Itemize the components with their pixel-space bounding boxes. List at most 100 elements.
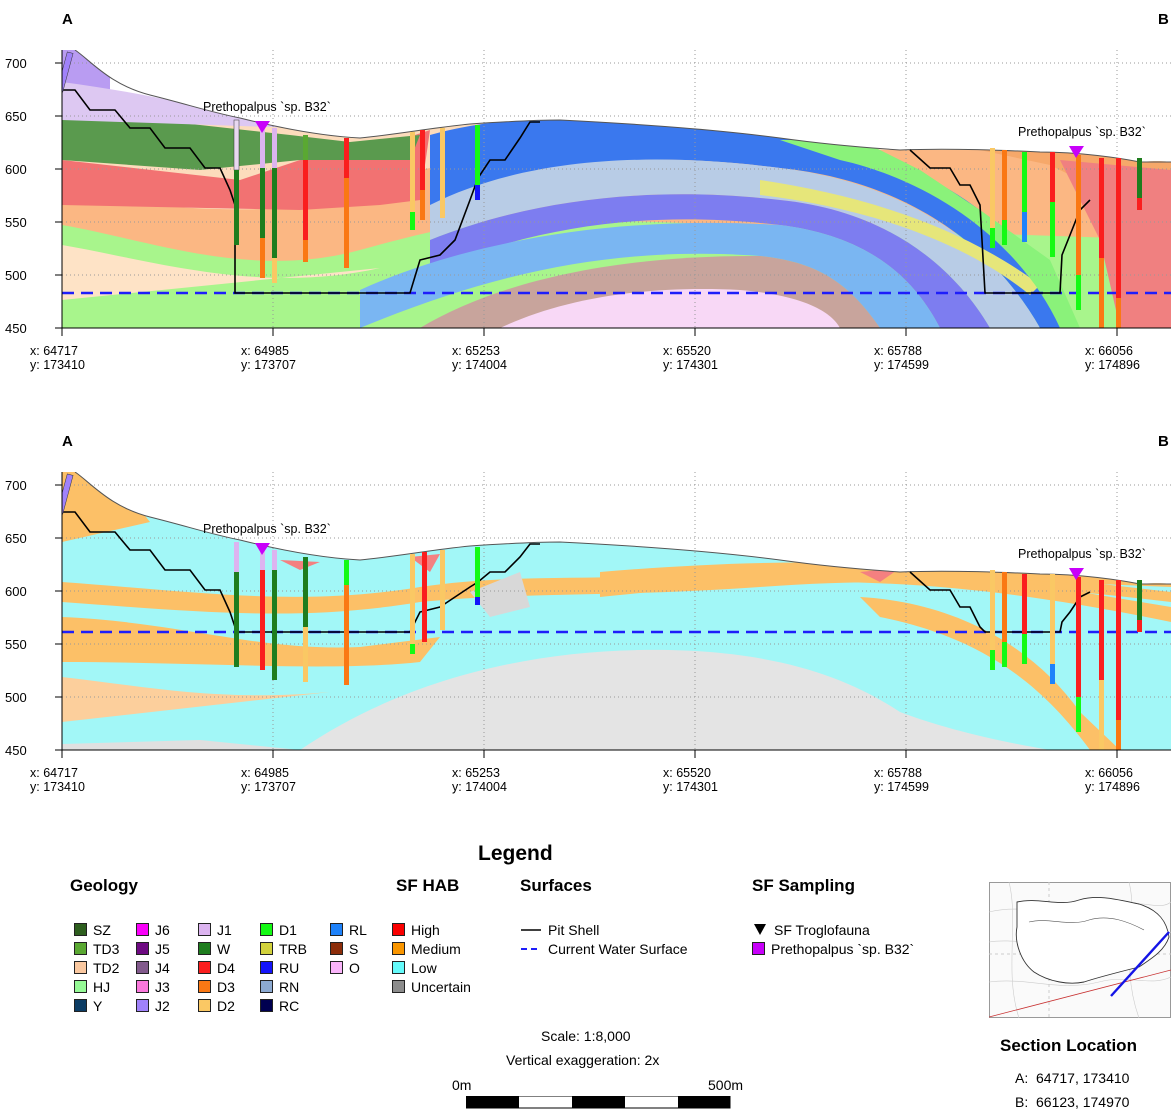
y-tick-label: 700 <box>5 478 27 493</box>
legend-item-label: D4 <box>217 959 235 976</box>
geology-layer-ru <box>430 194 990 328</box>
surfaces-legend-title: Surfaces <box>520 876 592 895</box>
section-location-title: Section Location <box>1000 1036 1137 1055</box>
legend-item-label: Current Water Surface <box>548 940 688 957</box>
terrain-sky <box>62 472 1171 584</box>
legend-item: Prethopalpus `sp. B32` <box>752 939 914 958</box>
swatch <box>136 980 149 993</box>
swatch <box>74 942 87 955</box>
x-tick-label: y: 174004 <box>452 358 507 372</box>
legend-item: SZ <box>74 920 136 939</box>
legend-item: Y <box>74 996 136 1015</box>
x-tick-label: y: 174301 <box>663 358 718 372</box>
sf-hab-legend-title: SF HAB <box>396 876 460 895</box>
geology-layer-j1 <box>62 82 300 128</box>
geology-legend: SZ TD3 TD2 HJ Y J6 J5 J4 J3 J2 J1 W D4 D… <box>74 920 390 1015</box>
legend-item-label: O <box>349 959 360 976</box>
x-tick-label: x: 64717 <box>30 766 78 780</box>
boreholes <box>62 473 1142 750</box>
pit-shell-symbol <box>521 928 541 931</box>
habitat-uncertain-zone <box>300 649 1050 750</box>
section-location-point: A: 64717, 173410 <box>1015 1070 1129 1086</box>
geology-legend-column: SZ TD3 TD2 HJ Y <box>74 920 136 1015</box>
scale-text: Scale: 1:8,000 <box>541 1028 631 1044</box>
y-tick-label: 550 <box>5 637 27 652</box>
habitat-medium-zone <box>600 562 1171 622</box>
geology-layer-o <box>500 289 840 328</box>
scale-bar-end-label: 500m <box>708 1077 744 1093</box>
section-end-label: B <box>1158 433 1169 450</box>
legend-item: S <box>330 939 390 958</box>
swatch <box>260 961 273 974</box>
legend-item: TD3 <box>74 939 136 958</box>
legend-item-label: Pit Shell <box>548 921 600 938</box>
y-tick-label: 500 <box>5 690 27 705</box>
section-point-key: A: <box>1015 1070 1029 1086</box>
prethopalpus-sample-marker <box>255 543 270 555</box>
legend-item: RU <box>260 958 330 977</box>
geology-layer-light-tan <box>62 245 380 300</box>
swatch <box>74 923 87 936</box>
legend-item-label: D1 <box>279 921 297 938</box>
terrain-surface-line <box>74 472 1171 585</box>
x-axis-ticks: x: 64717 y: 173410 x: 64985 y: 173707 x:… <box>30 766 1140 794</box>
legend-item: O <box>330 958 390 977</box>
legend-item: J1 <box>198 920 260 939</box>
x-tick-label: y: 174599 <box>874 358 929 372</box>
species-annotation: Prethopalpus `sp. B32` <box>1018 125 1146 139</box>
legend-item-label: J5 <box>155 940 170 957</box>
legend-item: TRB <box>260 939 330 958</box>
triangle-down-icon <box>754 924 766 935</box>
swatch <box>136 999 149 1012</box>
x-tick-label: x: 66056 <box>1085 766 1133 780</box>
legend-item-label: RL <box>349 921 367 938</box>
legend-item: HJ <box>74 977 136 996</box>
geology-layer-light-blue <box>360 222 940 328</box>
legend-item: J6 <box>136 920 198 939</box>
legend-item-label: Medium <box>411 940 461 957</box>
x-tick-label: y: 173707 <box>241 358 296 372</box>
legend-item: RC <box>260 996 330 1015</box>
legend-item-label: D2 <box>217 997 235 1014</box>
y-tick-label: 650 <box>5 531 27 546</box>
prethopalpus-sample-marker <box>1069 568 1084 580</box>
swatch <box>136 942 149 955</box>
legend-item: D1 <box>260 920 330 939</box>
x-tick-label: y: 174896 <box>1085 358 1140 372</box>
swatch <box>198 980 211 993</box>
section-start-label: A <box>62 11 73 28</box>
swatch <box>392 942 405 955</box>
y-tick-label: 600 <box>5 584 27 599</box>
habitat-uncertain-zone <box>62 740 300 750</box>
swatch <box>260 999 273 1012</box>
terrain-surface-line <box>74 50 1171 163</box>
legend-item-label: J4 <box>155 959 170 976</box>
geology-legend-column: J1 W D4 D3 D2 <box>198 920 260 1015</box>
swatch <box>260 942 273 955</box>
swatch <box>752 942 765 955</box>
section-start-label: A <box>62 433 73 450</box>
legend-item-label: J2 <box>155 997 170 1014</box>
legend-item-label: RC <box>279 997 300 1014</box>
y-tick-label: 600 <box>5 162 27 177</box>
habitat-medium-zone <box>62 677 330 722</box>
x-tick-label: y: 174896 <box>1085 780 1140 794</box>
swatch <box>74 980 87 993</box>
legend-item: J2 <box>136 996 198 1015</box>
x-axis-ticks: x: 64717 y: 173410 x: 64985 y: 173707 x:… <box>30 344 1140 372</box>
vertical-exaggeration-text: Vertical exaggeration: 2x <box>506 1052 660 1068</box>
x-tick-label: x: 65788 <box>874 766 922 780</box>
x-tick-label: y: 174301 <box>663 780 718 794</box>
sf-sampling-legend-title: SF Sampling <box>752 876 855 895</box>
scale-bar-start-label: 0m <box>452 1077 472 1093</box>
swatch <box>198 923 211 936</box>
legend-item-label: RN <box>279 978 300 995</box>
grid-lines <box>62 472 1171 750</box>
section-point-value: 64717, 173410 <box>1036 1070 1130 1086</box>
species-annotation: Prethopalpus `sp. B32` <box>203 522 331 536</box>
x-tick-label: x: 65253 <box>452 344 500 358</box>
legend-item: J4 <box>136 958 198 977</box>
legend-item-label: RU <box>279 959 300 976</box>
geology-layer-d1 <box>780 140 1080 328</box>
geology-layer-trb <box>760 180 1040 295</box>
